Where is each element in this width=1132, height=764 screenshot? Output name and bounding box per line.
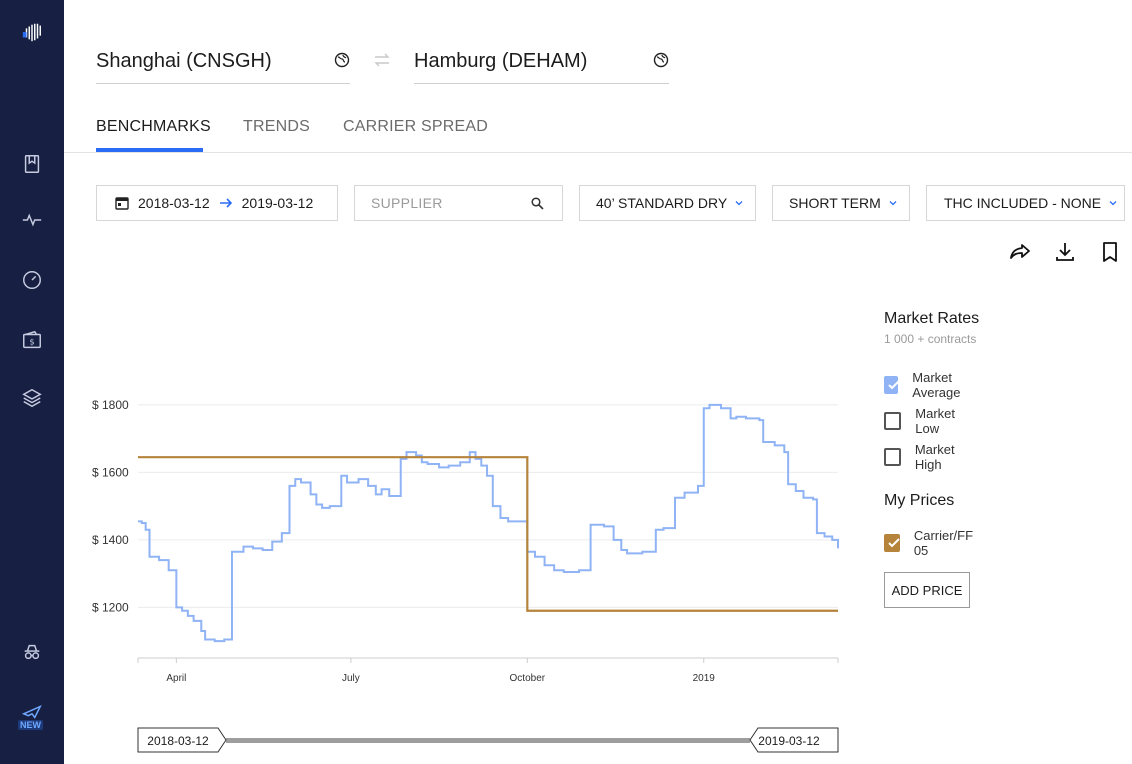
new-badge: NEW: [18, 720, 43, 730]
range-end-handle[interactable]: 2019-03-12: [749, 727, 839, 753]
y-tick-label: $ 1400: [92, 533, 129, 547]
market-average-label: Market Average: [912, 370, 961, 400]
date-range-slider[interactable]: 2018-03-12 2019-03-12: [130, 722, 850, 758]
container-type-value: 40’ STANDARD DRY: [596, 195, 728, 211]
range-end-label: 2019-03-12: [758, 734, 820, 748]
thc-select[interactable]: THC INCLUDED - NONE: [926, 185, 1125, 221]
tab-trends[interactable]: TRENDS: [243, 118, 310, 135]
destination-value: Hamburg (DEHAM): [414, 50, 588, 72]
origin-value: Shanghai (CNSGH): [96, 50, 272, 72]
range-track: [226, 738, 750, 743]
market-average-checkbox[interactable]: [884, 376, 900, 394]
bookmark-nav-icon[interactable]: [20, 152, 44, 176]
calendar-icon: [115, 197, 129, 210]
globe-icon[interactable]: [653, 52, 669, 68]
swap-icon[interactable]: [372, 52, 392, 68]
container-type-select[interactable]: 40’ STANDARD DRY: [579, 185, 756, 221]
term-select[interactable]: SHORT TERM: [772, 185, 910, 221]
term-value: SHORT TERM: [789, 195, 881, 211]
globe-icon[interactable]: [334, 52, 350, 68]
download-icon[interactable]: [1053, 240, 1077, 264]
origin-field[interactable]: Shanghai (CNSGH): [96, 44, 350, 84]
y-tick-label: $ 1200: [92, 600, 129, 614]
layers-icon[interactable]: [20, 386, 44, 410]
tab-bar: BENCHMARKS TRENDS CARRIER SPREAD: [64, 108, 1132, 153]
bookmark-icon[interactable]: [1098, 240, 1122, 264]
market-rates-title: Market Rates: [884, 310, 980, 327]
brand-logo-icon[interactable]: [20, 20, 44, 44]
x-tick-label: October: [510, 673, 546, 684]
rates-chart: $ 1200 $ 1400 $ 1600 $ 1800 April July October…: [92, 398, 839, 684]
flight-icon[interactable]: [20, 700, 44, 724]
sidebar: $ NEW: [0, 0, 64, 764]
range-start-handle[interactable]: 2018-03-12: [137, 727, 227, 753]
x-tick-label: July: [342, 673, 360, 684]
chevron-down-icon: [1109, 201, 1117, 206]
tab-carrier-spread[interactable]: CARRIER SPREAD: [343, 118, 489, 135]
y-tick-label: $ 1800: [92, 398, 129, 412]
date-range-picker[interactable]: 2018-03-12 2019-03-12: [96, 185, 338, 221]
x-tick-label: 2019: [693, 673, 716, 684]
activity-icon[interactable]: [20, 208, 44, 232]
add-price-button[interactable]: ADD PRICE: [884, 572, 970, 608]
tab-benchmarks[interactable]: BENCHMARKS: [96, 118, 211, 135]
incognito-icon[interactable]: [20, 640, 44, 664]
wallet-icon[interactable]: $: [20, 328, 44, 352]
chevron-down-icon: [735, 201, 743, 206]
chevron-down-icon: [889, 201, 897, 206]
date-from: 2018-03-12: [138, 195, 210, 211]
market-low-label: Market Low: [915, 406, 956, 436]
carrier-label: Carrier/FF 05: [913, 528, 974, 558]
legend-item-market-average[interactable]: Market Average: [884, 370, 979, 400]
market-rates-subtitle: 1 000 + contracts: [884, 332, 977, 346]
legend-item-carrier[interactable]: Carrier/FF 05: [884, 528, 979, 558]
market-low-checkbox[interactable]: [884, 412, 902, 430]
my-prices-title: My Prices: [884, 492, 955, 509]
legend-item-market-high[interactable]: Market High: [884, 442, 979, 472]
legend-item-market-low[interactable]: Market Low: [884, 406, 979, 436]
search-icon[interactable]: [531, 197, 544, 210]
market-high-label: Market High: [914, 442, 955, 472]
carrier-checkbox[interactable]: [884, 534, 900, 552]
date-to: 2019-03-12: [241, 195, 314, 211]
active-tab-indicator: [96, 148, 203, 152]
range-start-label: 2018-03-12: [147, 734, 209, 748]
series-line-carrier-ff-05: [138, 456, 838, 612]
thc-value: THC INCLUDED - NONE: [944, 195, 1102, 211]
market-high-checkbox[interactable]: [884, 448, 901, 466]
share-icon[interactable]: [1008, 240, 1032, 264]
supplier-search[interactable]: SUPPLIER: [354, 185, 563, 221]
supplier-placeholder: SUPPLIER: [371, 195, 443, 211]
svg-text:$: $: [29, 337, 34, 347]
arrow-right-icon: [219, 198, 232, 208]
y-tick-label: $ 1600: [92, 465, 129, 479]
series-line-market-average: [138, 403, 839, 643]
x-tick-label: April: [166, 673, 186, 684]
legend-panel: Market Rates 1 000 + contracts Market Av…: [884, 310, 980, 608]
destination-field[interactable]: Hamburg (DEHAM): [414, 44, 669, 84]
gauge-icon[interactable]: [20, 268, 44, 292]
